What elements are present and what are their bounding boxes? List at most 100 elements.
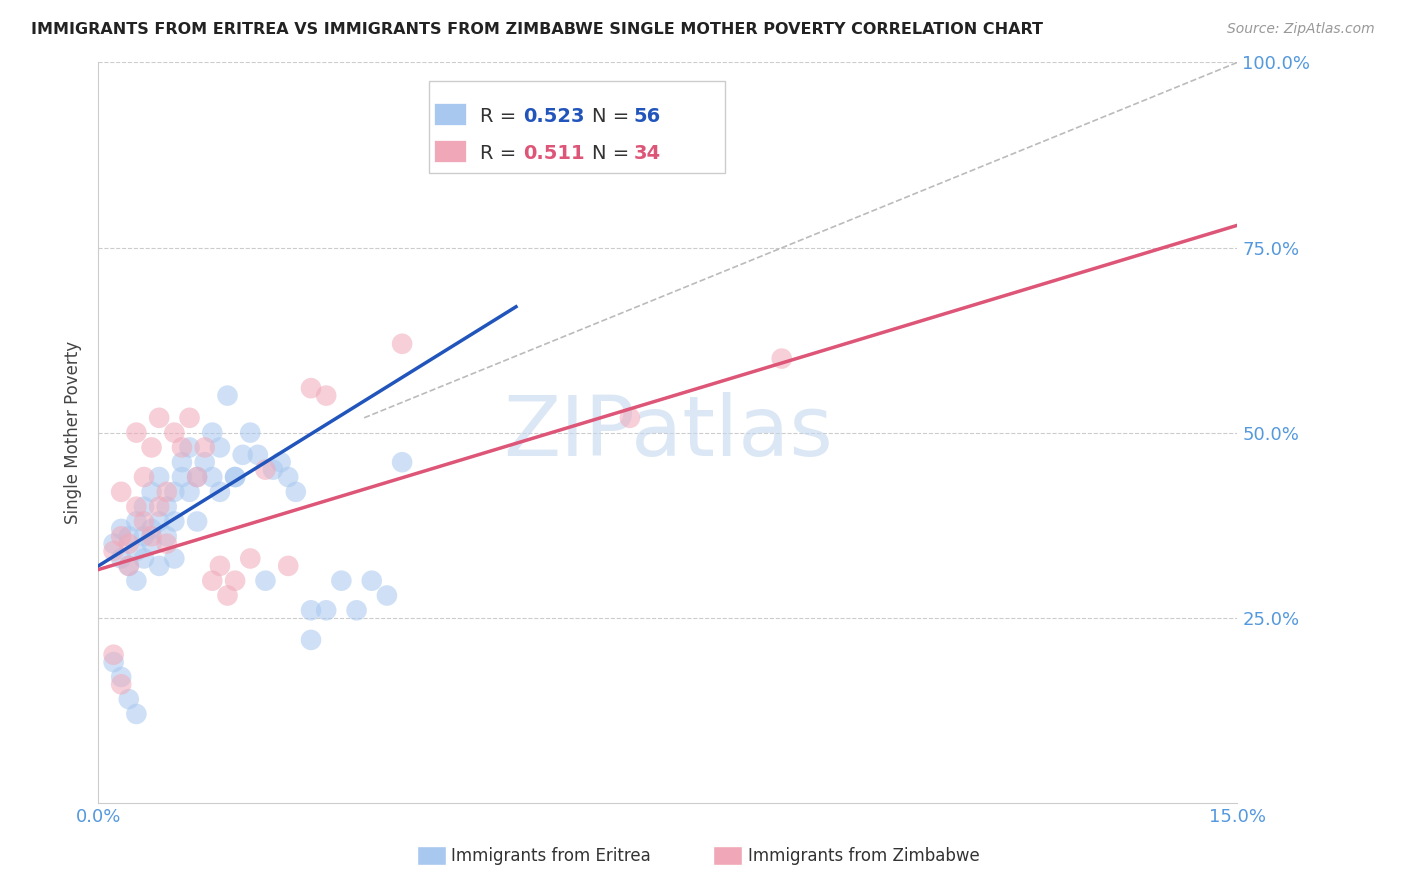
Point — [141, 484, 163, 499]
Point — [141, 522, 163, 536]
Point — [156, 484, 179, 499]
Point — [330, 574, 353, 588]
FancyBboxPatch shape — [429, 81, 725, 173]
Text: 0.511: 0.511 — [523, 144, 585, 163]
Text: Immigrants from Eritrea: Immigrants from Eritrea — [451, 847, 651, 865]
Point — [170, 441, 193, 455]
Point — [156, 500, 179, 514]
FancyBboxPatch shape — [713, 847, 742, 865]
Point — [148, 500, 170, 514]
Point — [148, 470, 170, 484]
Point — [208, 484, 231, 499]
Point — [391, 336, 413, 351]
Point — [299, 632, 322, 647]
Point — [163, 515, 186, 529]
Point — [201, 425, 224, 440]
Text: IMMIGRANTS FROM ERITREA VS IMMIGRANTS FROM ZIMBABWE SINGLE MOTHER POVERTY CORREL: IMMIGRANTS FROM ERITREA VS IMMIGRANTS FR… — [31, 22, 1043, 37]
Point — [148, 558, 170, 573]
Point — [254, 574, 277, 588]
Point — [224, 470, 246, 484]
Point — [224, 470, 246, 484]
Point — [110, 522, 132, 536]
Point — [148, 410, 170, 425]
Point — [391, 455, 413, 469]
Point — [224, 574, 246, 588]
Point — [148, 515, 170, 529]
Point — [315, 603, 337, 617]
Point — [170, 455, 193, 469]
Point — [132, 551, 155, 566]
Point — [194, 455, 217, 469]
Point — [163, 484, 186, 499]
Point — [163, 425, 186, 440]
Point — [163, 551, 186, 566]
Text: Immigrants from Zimbabwe: Immigrants from Zimbabwe — [748, 847, 980, 865]
Point — [118, 558, 141, 573]
Text: 34: 34 — [634, 144, 661, 163]
Point — [179, 484, 201, 499]
Point — [346, 603, 368, 617]
Point — [118, 692, 141, 706]
Point — [156, 536, 179, 550]
Point — [156, 529, 179, 543]
Point — [103, 544, 125, 558]
Point — [217, 388, 239, 402]
FancyBboxPatch shape — [434, 103, 467, 126]
Text: N =: N = — [592, 107, 636, 126]
Point — [232, 448, 254, 462]
Point — [132, 500, 155, 514]
Point — [118, 558, 141, 573]
Point — [110, 551, 132, 566]
Point — [284, 484, 307, 499]
Point — [110, 484, 132, 499]
Point — [194, 441, 217, 455]
Point — [141, 441, 163, 455]
FancyBboxPatch shape — [418, 847, 446, 865]
Point — [217, 589, 239, 603]
Point — [125, 515, 148, 529]
Text: Source: ZipAtlas.com: Source: ZipAtlas.com — [1227, 22, 1375, 37]
Point — [110, 670, 132, 684]
Point — [208, 441, 231, 455]
Point — [208, 558, 231, 573]
Point — [277, 470, 299, 484]
Text: N =: N = — [592, 144, 636, 163]
Text: 0.523: 0.523 — [523, 107, 585, 126]
Point — [110, 529, 132, 543]
Text: 56: 56 — [634, 107, 661, 126]
Point — [619, 410, 641, 425]
Text: R =: R = — [479, 144, 523, 163]
Point — [125, 574, 148, 588]
Point — [254, 462, 277, 476]
Point — [125, 500, 148, 514]
Point — [299, 603, 322, 617]
Y-axis label: Single Mother Poverty: Single Mother Poverty — [65, 341, 83, 524]
Point — [132, 529, 155, 543]
Point — [375, 589, 398, 603]
Point — [201, 574, 224, 588]
Point — [170, 470, 193, 484]
Point — [110, 677, 132, 691]
Point — [186, 470, 208, 484]
Point — [118, 529, 141, 543]
Point — [770, 351, 793, 366]
Text: ZIPatlas: ZIPatlas — [503, 392, 832, 473]
Point — [277, 558, 299, 573]
Point — [179, 410, 201, 425]
Point — [103, 536, 125, 550]
Point — [118, 536, 141, 550]
Point — [299, 381, 322, 395]
Point — [125, 706, 148, 721]
Point — [239, 551, 262, 566]
Point — [246, 448, 269, 462]
Point — [125, 544, 148, 558]
Point — [125, 425, 148, 440]
Point — [132, 515, 155, 529]
Point — [103, 655, 125, 669]
Point — [315, 388, 337, 402]
Point — [132, 470, 155, 484]
Point — [103, 648, 125, 662]
Point — [141, 536, 163, 550]
Text: R =: R = — [479, 107, 523, 126]
Point — [141, 529, 163, 543]
